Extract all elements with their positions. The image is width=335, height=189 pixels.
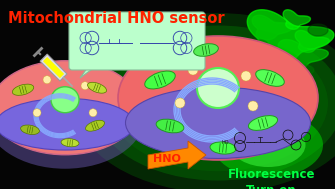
Ellipse shape — [85, 120, 105, 131]
Ellipse shape — [145, 71, 175, 89]
Text: Mitochondrial HNO sensor: Mitochondrial HNO sensor — [8, 11, 225, 26]
Polygon shape — [308, 24, 328, 36]
Polygon shape — [247, 10, 334, 64]
Text: HO: HO — [221, 140, 229, 146]
Ellipse shape — [194, 44, 218, 56]
Ellipse shape — [108, 35, 328, 171]
Polygon shape — [283, 10, 311, 29]
Ellipse shape — [197, 68, 239, 108]
Ellipse shape — [93, 26, 335, 180]
Ellipse shape — [126, 87, 311, 158]
Text: HNO: HNO — [153, 153, 181, 163]
Text: Fluorescence
Turn-on: Fluorescence Turn-on — [227, 168, 315, 189]
Ellipse shape — [213, 112, 323, 177]
Circle shape — [43, 76, 51, 84]
Circle shape — [241, 71, 251, 81]
Circle shape — [248, 101, 258, 111]
Ellipse shape — [87, 82, 107, 93]
Ellipse shape — [0, 61, 140, 155]
Circle shape — [175, 98, 185, 108]
Polygon shape — [296, 65, 314, 75]
Ellipse shape — [230, 123, 306, 167]
Polygon shape — [40, 54, 67, 81]
Ellipse shape — [156, 119, 184, 133]
Circle shape — [81, 82, 89, 90]
Ellipse shape — [256, 70, 284, 86]
Circle shape — [188, 65, 198, 75]
Circle shape — [33, 109, 41, 117]
Ellipse shape — [249, 116, 278, 130]
FancyBboxPatch shape — [69, 12, 205, 70]
Polygon shape — [43, 57, 64, 78]
Ellipse shape — [73, 13, 335, 189]
Polygon shape — [278, 40, 328, 69]
Ellipse shape — [0, 98, 134, 150]
Circle shape — [89, 109, 97, 117]
Polygon shape — [295, 30, 329, 53]
Polygon shape — [252, 15, 293, 40]
Polygon shape — [252, 40, 268, 50]
Ellipse shape — [12, 84, 34, 95]
Ellipse shape — [61, 139, 79, 147]
Ellipse shape — [118, 36, 318, 160]
Ellipse shape — [0, 63, 145, 169]
Ellipse shape — [51, 87, 79, 113]
Ellipse shape — [210, 142, 236, 154]
Polygon shape — [148, 141, 206, 169]
Polygon shape — [80, 67, 95, 78]
Polygon shape — [266, 55, 298, 74]
Ellipse shape — [21, 125, 40, 134]
